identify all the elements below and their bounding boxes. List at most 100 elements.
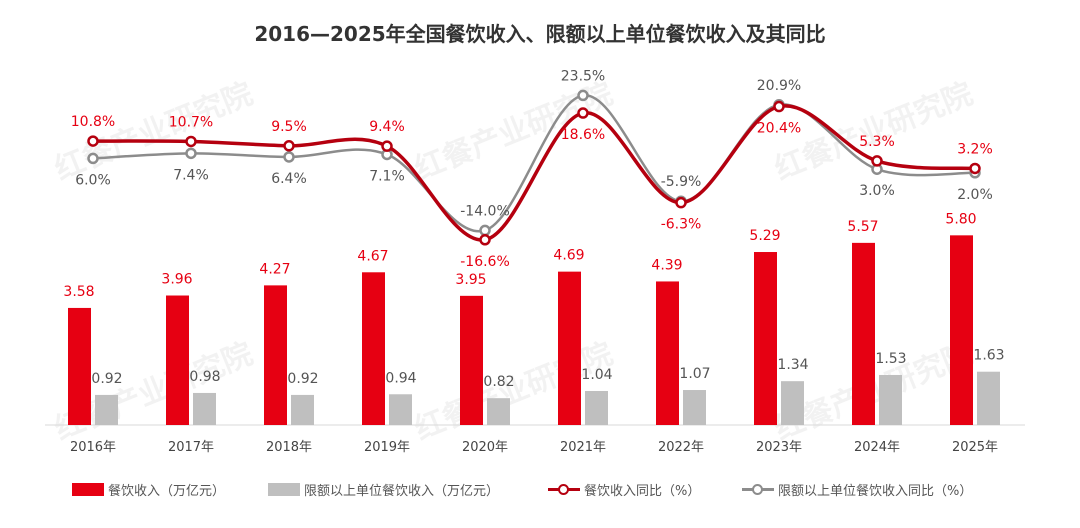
bar-revenue xyxy=(558,271,581,425)
x-tick-label: 2019年 xyxy=(364,440,410,455)
line-label-revenue-yoy: -16.6% xyxy=(460,254,510,270)
bar-label-revenue: 5.29 xyxy=(749,228,780,244)
watermark: 红餐产业研究院 xyxy=(50,76,258,187)
bar-label-revenue: 5.57 xyxy=(847,219,878,235)
bar-revenue xyxy=(852,242,875,425)
line-label-revenue-yoy: 5.3% xyxy=(859,134,895,150)
x-tick-label: 2021年 xyxy=(560,440,606,455)
bar-label-above-limit: 1.04 xyxy=(581,367,612,383)
legend-item-revenue-yoy: .r1:before{background:#b5000f}.r1:after{… xyxy=(548,480,700,499)
line-label-revenue-yoy: -6.3% xyxy=(661,217,702,233)
legend-label: 餐饮收入（万亿元） xyxy=(108,484,226,499)
legend-label: 限额以上单位餐饮收入（万亿元） xyxy=(304,484,500,499)
chart-title: 2016—2025年全国餐饮收入、限额以上单位餐饮收入及其同比 xyxy=(254,22,826,46)
x-tick-label: 2020年 xyxy=(462,440,508,455)
legend-item-above-limit-yoy: 限额以上单位餐饮收入同比（%） xyxy=(742,480,972,499)
bar-above-limit xyxy=(683,390,706,425)
bar-label-revenue: 5.80 xyxy=(945,211,976,227)
line-label-revenue-yoy: 20.4% xyxy=(757,121,801,137)
x-tick-label: 2017年 xyxy=(168,440,214,455)
legend-swatch-red-line: .r1:before{background:#b5000f}.r1:after{… xyxy=(548,483,580,496)
point-revenue-yoy xyxy=(479,234,491,246)
bar-above-limit xyxy=(879,374,902,425)
bar-above-limit xyxy=(193,392,216,425)
point-revenue-yoy xyxy=(185,135,197,148)
bar-revenue xyxy=(264,285,287,425)
line-above-limit-yoy xyxy=(92,94,976,233)
x-tick-label: 2018年 xyxy=(266,440,312,455)
point-revenue-yoy xyxy=(871,155,883,167)
x-tick-label: 2022年 xyxy=(658,440,704,455)
bar-above-limit xyxy=(781,381,804,425)
line-label-revenue-yoy: 3.2% xyxy=(957,141,993,157)
bar-label-above-limit: 0.92 xyxy=(91,371,122,387)
legend-swatch-gray-bar xyxy=(268,483,300,496)
line-label-above-limit-yoy: 2.0% xyxy=(957,187,993,203)
bar-revenue xyxy=(754,252,777,425)
bar-label-above-limit: 0.92 xyxy=(287,371,318,387)
point-above-limit-yoy xyxy=(283,151,295,163)
line-label-above-limit-yoy: 23.5% xyxy=(561,68,605,84)
x-tick-label: 2025年 xyxy=(952,440,998,455)
line-revenue-yoy xyxy=(92,104,976,242)
bar-above-limit xyxy=(95,394,118,425)
legend-swatch-gray-line xyxy=(742,483,774,496)
line-label-revenue-yoy: 9.4% xyxy=(369,119,405,135)
line-label-above-limit-yoy: 6.4% xyxy=(271,171,307,187)
line-label-above-limit-yoy: 6.0% xyxy=(75,172,111,188)
point-above-limit-yoy xyxy=(479,224,491,237)
bar-label-revenue: 3.95 xyxy=(455,272,486,288)
line-label-above-limit-yoy: -14.0% xyxy=(460,203,510,219)
bar-label-above-limit: 1.63 xyxy=(973,348,1004,364)
x-tick-label: 2024年 xyxy=(854,440,900,455)
line-label-revenue-yoy: 10.8% xyxy=(71,114,115,130)
bar-revenue xyxy=(950,235,973,425)
line-label-above-limit-yoy: 3.0% xyxy=(859,183,895,199)
bar-revenue xyxy=(362,272,385,425)
point-revenue-yoy xyxy=(675,196,687,209)
point-revenue-yoy xyxy=(283,140,295,152)
point-revenue-yoy xyxy=(577,107,589,119)
point-revenue-yoy xyxy=(969,162,981,175)
point-above-limit-yoy xyxy=(185,147,197,160)
point-above-limit-yoy xyxy=(87,152,99,165)
x-tick-label: 2023年 xyxy=(756,440,802,455)
bar-label-revenue: 3.96 xyxy=(161,272,192,288)
bar-revenue xyxy=(460,295,483,425)
bar-label-revenue: 4.39 xyxy=(651,257,682,273)
bar-label-above-limit: 1.34 xyxy=(777,357,808,373)
bar-above-limit xyxy=(291,394,314,425)
legend-label: 餐饮收入同比（%） xyxy=(584,484,701,499)
bar-above-limit xyxy=(487,398,510,425)
bar-label-above-limit: 0.94 xyxy=(385,370,416,386)
line-label-above-limit-yoy: 7.1% xyxy=(369,168,405,184)
bar-label-above-limit: 1.07 xyxy=(679,366,710,382)
bar-label-revenue: 3.58 xyxy=(63,284,94,300)
bar-label-revenue: 4.69 xyxy=(553,248,584,264)
bar-revenue xyxy=(656,281,679,425)
point-revenue-yoy xyxy=(381,140,393,152)
line-label-above-limit-yoy: -5.9% xyxy=(661,174,702,190)
line-label-revenue-yoy: 18.6% xyxy=(561,127,605,143)
legend-swatch-red-bar xyxy=(72,483,104,496)
bar-label-above-limit: 0.82 xyxy=(483,374,514,390)
bar-above-limit xyxy=(977,371,1000,425)
bar-above-limit xyxy=(389,394,412,425)
x-tick-label: 2016年 xyxy=(70,440,116,455)
point-revenue-yoy xyxy=(773,100,785,113)
legend-item-above-limit-revenue: 限额以上单位餐饮收入（万亿元） xyxy=(268,480,499,499)
bar-revenue xyxy=(166,295,189,425)
legend-label: 限额以上单位餐饮收入同比（%） xyxy=(778,484,973,499)
line-label-revenue-yoy: 9.5% xyxy=(271,119,307,135)
bar-above-limit xyxy=(585,390,608,425)
bar-label-revenue: 4.27 xyxy=(259,261,290,277)
line-label-above-limit-yoy: 7.4% xyxy=(173,167,209,183)
bar-label-revenue: 4.67 xyxy=(357,248,388,264)
point-revenue-yoy xyxy=(87,135,99,147)
bar-label-above-limit: 1.53 xyxy=(875,351,906,367)
legend-item-revenue: 餐饮收入（万亿元） xyxy=(72,480,225,499)
bar-revenue xyxy=(68,307,91,425)
line-label-revenue-yoy: 10.7% xyxy=(169,114,213,130)
